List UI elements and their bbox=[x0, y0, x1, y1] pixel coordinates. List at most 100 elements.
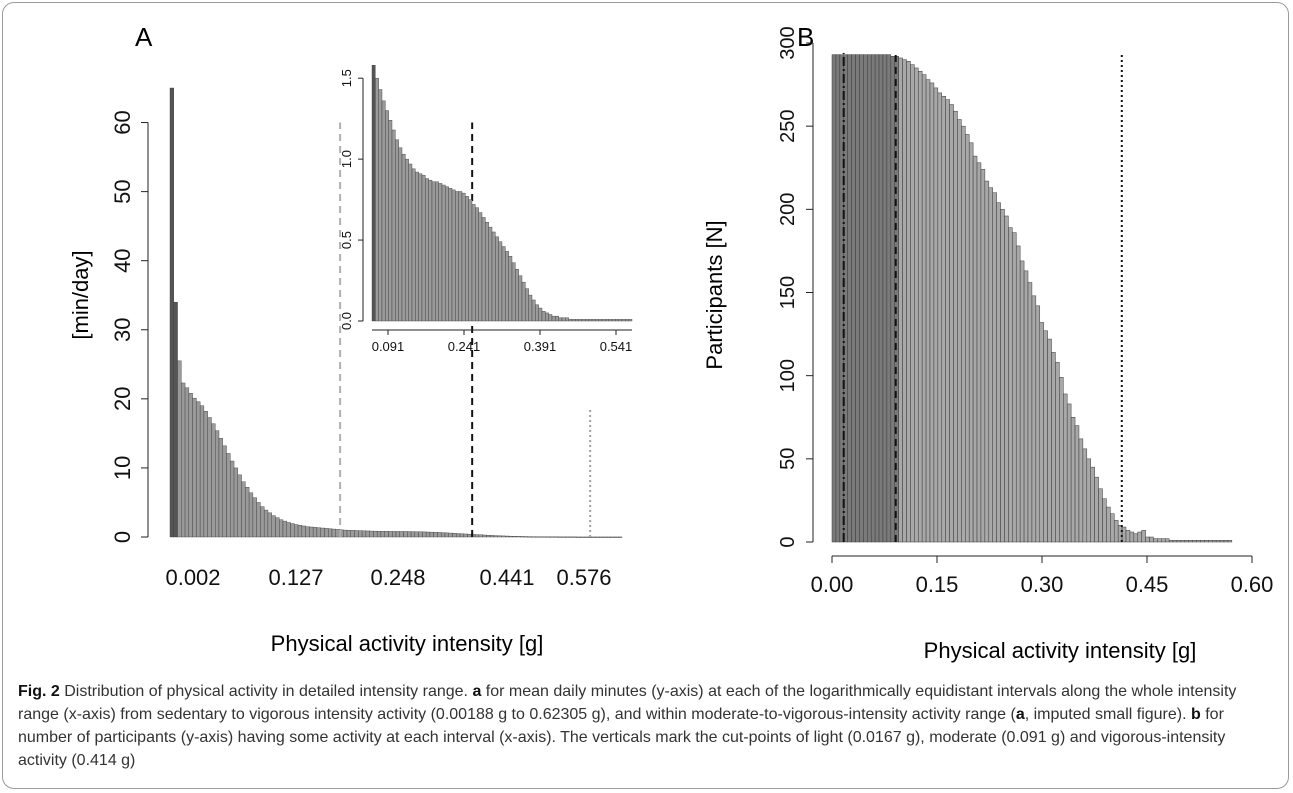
panel-b-bar bbox=[1008, 227, 1013, 543]
inset-bar bbox=[525, 288, 529, 322]
panel-a-bar bbox=[531, 536, 536, 538]
panel-b-bar bbox=[1161, 538, 1166, 543]
panel-b-x-tick-label: 0.15 bbox=[916, 572, 959, 597]
panel-a-bar bbox=[422, 531, 427, 538]
panel-a-bar bbox=[248, 492, 254, 538]
panel-a-bar bbox=[569, 536, 574, 538]
inset-bar bbox=[441, 184, 446, 322]
panel-b-bar bbox=[1200, 540, 1205, 543]
panel-a-bar bbox=[414, 531, 419, 538]
panel-b-bar bbox=[1153, 538, 1158, 543]
panel-a-bar bbox=[535, 536, 540, 538]
panel-b-bar bbox=[1066, 403, 1072, 543]
panel-b-bar bbox=[961, 125, 966, 543]
inset-bar bbox=[378, 89, 383, 322]
panel-a-bar bbox=[199, 405, 205, 538]
panel-a-bar bbox=[557, 536, 562, 538]
panel-b-bar bbox=[878, 54, 884, 543]
inset-bar bbox=[535, 304, 539, 322]
panel-a-bar bbox=[456, 533, 461, 538]
panel-b-bar bbox=[1141, 530, 1146, 543]
inset-bar bbox=[555, 315, 559, 322]
panel-a-bar bbox=[301, 525, 306, 538]
panel-a-bar bbox=[252, 497, 257, 538]
panel-a-bar bbox=[297, 525, 303, 538]
panel-b-bar bbox=[1180, 540, 1186, 543]
panel-a-bar bbox=[358, 530, 363, 538]
inset-bar bbox=[618, 319, 623, 322]
panel-b-bar bbox=[867, 54, 872, 543]
panel-a-bar bbox=[595, 536, 600, 538]
panel-b-bar bbox=[1055, 362, 1060, 543]
panel-a-x-tick-label: 0.127 bbox=[268, 565, 323, 590]
inset-bar bbox=[531, 299, 536, 322]
panel-b-bar bbox=[980, 169, 986, 543]
panel-a-bar bbox=[211, 423, 216, 538]
panel-a-bar bbox=[343, 529, 348, 538]
inset-bar bbox=[578, 319, 583, 322]
panel-a-bar bbox=[196, 401, 201, 538]
inset-bar bbox=[518, 275, 523, 322]
panel-a-bar bbox=[263, 509, 269, 538]
inset-bar bbox=[421, 175, 426, 322]
panel-b-bar bbox=[890, 56, 895, 543]
panel-a-y-tick-label: 40 bbox=[110, 248, 135, 272]
inset-y-tick-label: 0.0 bbox=[339, 312, 354, 330]
inset-bar bbox=[385, 110, 389, 322]
panel-b-bar bbox=[1090, 466, 1095, 543]
panel-a-bar bbox=[271, 515, 276, 538]
panel-b-bar bbox=[1043, 330, 1048, 543]
panel-b-bar bbox=[874, 54, 880, 543]
panel-a-bar bbox=[527, 536, 532, 538]
panel-a-bar bbox=[335, 529, 340, 538]
inset-bar bbox=[375, 77, 379, 322]
panel-b-bar bbox=[976, 162, 982, 543]
inset-bar bbox=[411, 168, 416, 322]
panel-b-bar bbox=[1094, 476, 1099, 543]
panel-a-bar bbox=[587, 536, 593, 538]
panel-a-bar bbox=[508, 535, 513, 538]
inset-bar bbox=[625, 319, 629, 322]
panel-b-bar bbox=[1106, 506, 1111, 543]
panel-b-bar bbox=[1145, 536, 1150, 543]
panel-a-bar bbox=[516, 536, 521, 538]
panel-b-bar bbox=[1000, 209, 1005, 543]
inset-bar bbox=[548, 314, 553, 322]
panel-b-bar bbox=[1223, 540, 1229, 543]
panel-a-bars bbox=[169, 87, 623, 538]
panel-a-bar bbox=[320, 527, 325, 538]
panel-b-bar bbox=[933, 87, 939, 543]
figure-caption: Fig. 2 Distribution of physical activity… bbox=[18, 680, 1268, 772]
panel-b-chart: B 0 50 100 150 200 250 300 0.00 0.15 0.30 0.45 0.6… bbox=[702, 22, 1273, 663]
inset-bar bbox=[445, 186, 449, 322]
panel-b-bar bbox=[902, 59, 907, 543]
caption-text-3: , imputed small figure). bbox=[1024, 706, 1191, 723]
panel-b-y-tick-label: 50 bbox=[777, 448, 799, 470]
panel-b-bar bbox=[1027, 282, 1033, 543]
panel-b-bar bbox=[1070, 417, 1076, 543]
panel-b-bar bbox=[965, 134, 970, 543]
panel-b-bar bbox=[1086, 458, 1091, 543]
panel-a-bar bbox=[275, 517, 280, 538]
inset-bar bbox=[408, 163, 413, 322]
panel-b-bar bbox=[1188, 540, 1193, 543]
panel-a-bar bbox=[614, 536, 619, 538]
inset-bar bbox=[435, 181, 439, 322]
panel-b-bar bbox=[1102, 498, 1107, 543]
panel-a-y-axis: 0 10 20 30 40 50 60 bbox=[110, 110, 149, 543]
panel-b-bar bbox=[1078, 438, 1084, 543]
panel-b-y-tick-label: 150 bbox=[777, 276, 799, 309]
panel-a-bar bbox=[290, 523, 295, 538]
panel-a-bar bbox=[260, 506, 265, 538]
inset-bar bbox=[391, 129, 396, 322]
panel-b-bar bbox=[984, 180, 990, 543]
panel-b-bar bbox=[1039, 322, 1044, 543]
panel-a-bar bbox=[305, 526, 310, 538]
panel-a-bar bbox=[618, 536, 623, 538]
panel-b-bar bbox=[968, 142, 974, 543]
panel-b-bar bbox=[1051, 352, 1056, 543]
inset-bar bbox=[451, 189, 456, 322]
panel-b-bar bbox=[1219, 540, 1225, 543]
inset-bar bbox=[621, 319, 626, 322]
